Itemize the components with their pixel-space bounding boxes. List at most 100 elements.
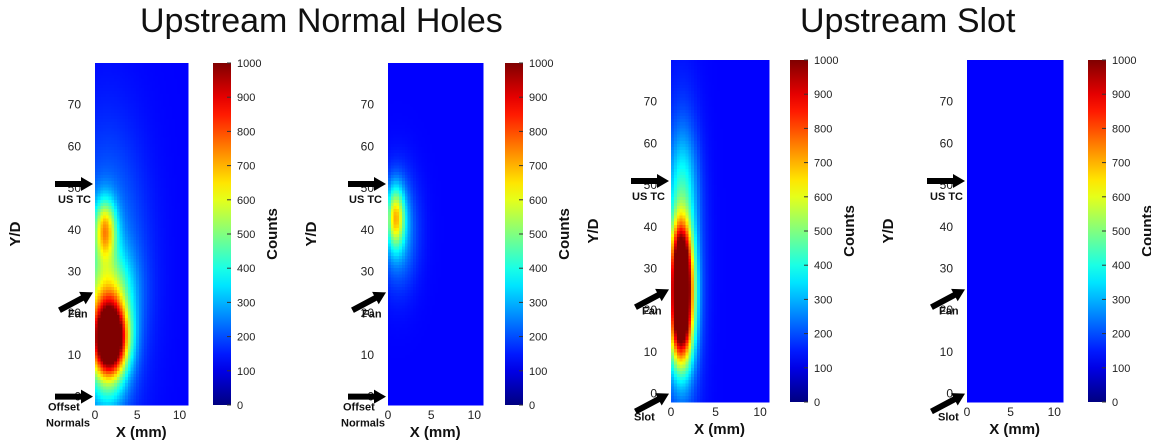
y-axis-label: Y/D xyxy=(303,221,320,246)
x-tick-label: 10 xyxy=(753,405,767,419)
colorbar-tick-label: 1000 xyxy=(1112,55,1136,67)
y-tick-label: 0 xyxy=(946,387,953,401)
x-tick-label: 0 xyxy=(964,405,971,419)
annotation-bottom-line2: Normals xyxy=(46,418,90,430)
y-tick-label: 70 xyxy=(68,98,82,112)
arrow-fan xyxy=(930,288,965,310)
colorbar-tick-label: 200 xyxy=(814,329,832,341)
y-tick-label: 30 xyxy=(940,262,954,276)
colorbar-label: Counts xyxy=(556,208,573,260)
colorbar-tick-label: 1000 xyxy=(814,55,838,67)
colorbar-tick-label: 800 xyxy=(1112,123,1130,135)
colorbar xyxy=(1088,60,1106,402)
annotation-fan: Fan xyxy=(939,305,959,317)
colorbar-tick-label: 800 xyxy=(529,126,547,138)
colorbar-label: Counts xyxy=(841,205,858,257)
y-tick-label: 20 xyxy=(644,303,658,317)
colorbar xyxy=(505,63,523,405)
arrow-bottom xyxy=(55,389,93,404)
colorbar-tick-label: 100 xyxy=(1112,363,1130,375)
annotation-fan: Fan xyxy=(68,308,88,320)
colorbar-tick-label: 200 xyxy=(237,332,255,344)
colorbar-tick-label: 900 xyxy=(1112,89,1130,101)
x-axis-label: X (mm) xyxy=(989,421,1040,438)
y-tick-label: 0 xyxy=(650,387,657,401)
arrow-us-tc xyxy=(927,173,965,188)
arrow-fan xyxy=(634,288,669,310)
x-tick-label: 10 xyxy=(173,408,187,422)
x-tick-label: 5 xyxy=(712,405,719,419)
annotation-us-tc: US TC xyxy=(58,194,91,206)
colorbar-tick-label: 400 xyxy=(814,260,832,272)
x-tick-label: 10 xyxy=(1048,405,1062,419)
y-tick-label: 70 xyxy=(361,98,375,112)
group-title-normal-holes: Upstream Normal Holes xyxy=(140,2,503,40)
annotation-us-tc: US TC xyxy=(349,194,382,206)
y-tick-label: 60 xyxy=(361,139,375,153)
colorbar-tick-label: 700 xyxy=(529,161,547,173)
colorbar-tick-label: 0 xyxy=(814,397,820,409)
colorbar-tick-label: 0 xyxy=(237,400,243,412)
y-tick-label: 40 xyxy=(68,223,82,237)
heatmap-cells xyxy=(95,63,189,406)
y-tick-label: 10 xyxy=(644,345,658,359)
annotation-us-tc: US TC xyxy=(632,191,665,203)
arrow-bottom xyxy=(634,393,669,415)
colorbar-tick-label: 400 xyxy=(237,263,255,275)
colorbar-tick-label: 100 xyxy=(529,366,547,378)
colorbar-tick-label: 900 xyxy=(529,92,547,104)
colorbar-tick-label: 500 xyxy=(237,229,255,241)
x-axis-label: X (mm) xyxy=(410,424,461,441)
annotation-fan: Fan xyxy=(362,308,382,320)
arrow-us-tc xyxy=(631,173,669,188)
colorbar-tick-label: 1000 xyxy=(529,58,553,70)
colorbar xyxy=(790,60,808,402)
colorbar-tick-label: 100 xyxy=(237,366,255,378)
colorbar-tick-label: 300 xyxy=(237,297,255,309)
colorbar-tick-label: 700 xyxy=(814,158,832,170)
y-tick-label: 70 xyxy=(940,95,954,109)
x-tick-label: 0 xyxy=(385,408,392,422)
y-axis-label: Y/D xyxy=(880,218,897,243)
annotation-fan: Fan xyxy=(642,305,662,317)
colorbar-tick-label: 900 xyxy=(814,89,832,101)
y-tick-label: 60 xyxy=(644,136,658,150)
x-axis-label: X (mm) xyxy=(694,421,745,438)
y-tick-label: 40 xyxy=(940,220,954,234)
y-tick-label: 70 xyxy=(644,95,658,109)
colorbar-tick-label: 800 xyxy=(814,123,832,135)
colorbar-label: Counts xyxy=(1139,205,1151,257)
colorbar-tick-label: 500 xyxy=(529,229,547,241)
group-title-slot: Upstream Slot xyxy=(800,2,1016,40)
arrow-us-tc xyxy=(348,176,386,191)
colorbar xyxy=(213,63,231,405)
colorbar-tick-label: 600 xyxy=(814,192,832,204)
colorbar-tick-label: 800 xyxy=(237,126,255,138)
x-tick-label: 5 xyxy=(428,408,435,422)
colorbar-tick-label: 400 xyxy=(1112,260,1130,272)
y-tick-label: 40 xyxy=(644,220,658,234)
annotation-bottom: Slot xyxy=(634,412,655,424)
y-tick-label: 10 xyxy=(940,345,954,359)
colorbar-tick-label: 900 xyxy=(237,92,255,104)
colorbar-tick-label: 0 xyxy=(1112,397,1118,409)
colorbar-tick-label: 1000 xyxy=(237,58,261,70)
heatmap-cells xyxy=(671,60,770,403)
arrow-bottom xyxy=(348,389,386,404)
y-tick-label: 30 xyxy=(361,265,375,279)
arrow-bottom xyxy=(930,393,965,415)
x-tick-label: 5 xyxy=(1007,405,1014,419)
colorbar-label: Counts xyxy=(264,208,281,260)
colorbar-tick-label: 500 xyxy=(814,226,832,238)
y-tick-label: 20 xyxy=(361,306,375,320)
colorbar-tick-label: 400 xyxy=(529,263,547,275)
y-tick-label: 10 xyxy=(68,348,82,362)
heatmap-cells xyxy=(967,60,1064,403)
y-tick-label: 10 xyxy=(361,348,375,362)
colorbar-tick-label: 100 xyxy=(814,363,832,375)
